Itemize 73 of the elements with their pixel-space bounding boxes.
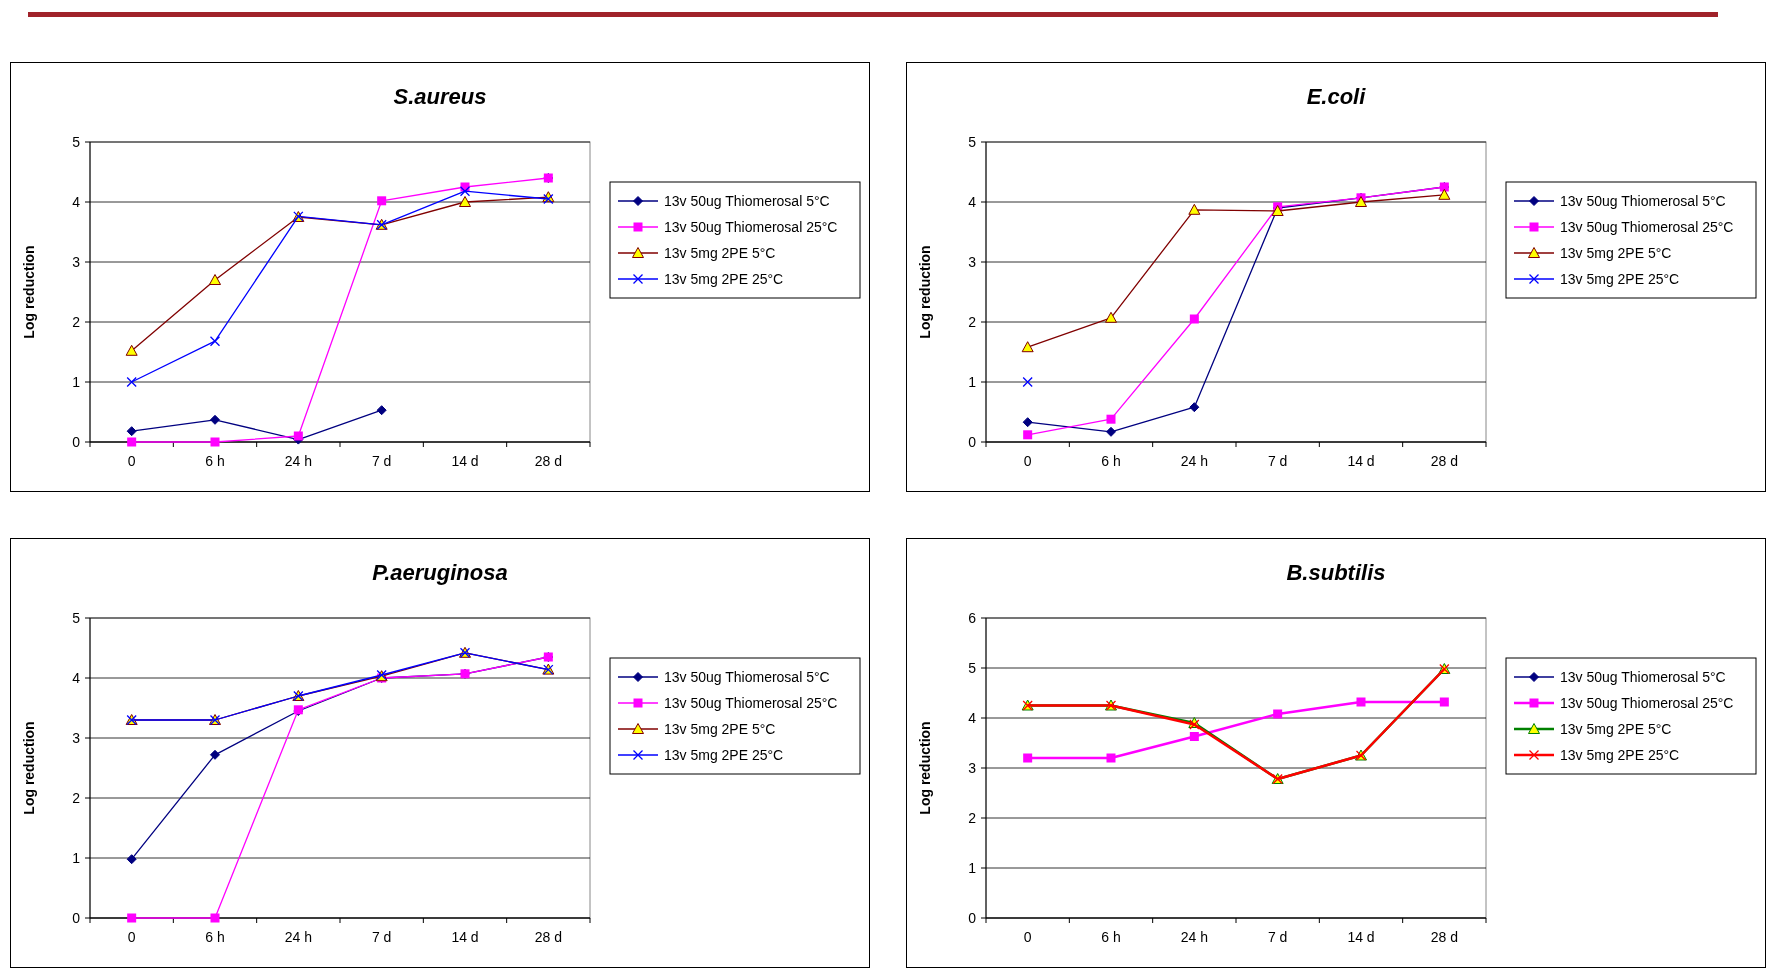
x-tick-label: 14 d [451, 929, 479, 945]
y-tick-label: 4 [968, 193, 977, 210]
legend-label: 13v 50ug Thiomerosal 25°C [1560, 694, 1734, 711]
x-tick-label: 7 d [1267, 453, 1288, 469]
y-tick-label: 0 [72, 909, 81, 926]
chart-title: B.subtilis [1286, 560, 1386, 585]
y-tick-label: 1 [72, 849, 81, 866]
y-tick-label: 3 [968, 759, 977, 776]
legend-label: 13v 5mg 2PE 5°C [664, 244, 776, 261]
x-tick-label: 6 h [205, 453, 225, 469]
chart-title: S.aureus [393, 84, 487, 109]
y-tick-label: 1 [968, 859, 977, 876]
x-tick-label: 7 d [371, 929, 392, 945]
legend-label: 13v 5mg 2PE 25°C [1560, 270, 1680, 287]
legend-label: 13v 5mg 2PE 25°C [664, 746, 784, 763]
y-tick-label: 6 [968, 609, 977, 626]
x-tick-label: 24 h [284, 453, 312, 469]
y-tick-label: 4 [968, 709, 977, 726]
legend-label: 13v 50ug Thiomerosal 5°C [1560, 668, 1726, 685]
y-tick-label: 1 [968, 373, 977, 390]
y-tick-label: 4 [72, 669, 81, 686]
chart-title: E.coli [1306, 84, 1367, 109]
y-axis-title: Log reduction [917, 245, 933, 339]
y-tick-label: 0 [72, 433, 81, 450]
x-tick-label: 14 d [451, 453, 479, 469]
y-tick-label: 3 [968, 253, 977, 270]
legend-label: 13v 5mg 2PE 5°C [1560, 244, 1672, 261]
x-tick-label: 0 [127, 929, 136, 945]
x-tick-label: 14 d [1347, 929, 1375, 945]
y-tick-label: 5 [968, 659, 977, 676]
x-tick-label: 6 h [1101, 929, 1121, 945]
x-tick-label: 28 d [1430, 929, 1458, 945]
y-tick-label: 0 [968, 909, 977, 926]
y-axis-title: Log reduction [21, 721, 37, 815]
legend-label: 13v 5mg 2PE 25°C [1560, 746, 1680, 763]
x-tick-label: 24 h [1180, 453, 1208, 469]
y-tick-label: 4 [72, 193, 81, 210]
x-tick-label: 28 d [1430, 453, 1458, 469]
y-tick-label: 2 [72, 313, 81, 330]
x-tick-label: 28 d [534, 453, 562, 469]
y-tick-label: 0 [968, 433, 977, 450]
legend-label: 13v 50ug Thiomerosal 5°C [1560, 192, 1726, 209]
legend-label: 13v 5mg 2PE 25°C [664, 270, 784, 287]
y-tick-label: 5 [72, 133, 81, 150]
y-tick-label: 1 [72, 373, 81, 390]
x-tick-label: 0 [1023, 929, 1032, 945]
y-tick-label: 2 [968, 809, 977, 826]
x-tick-label: 7 d [371, 453, 392, 469]
y-axis-title: Log reduction [917, 721, 933, 815]
legend-label: 13v 5mg 2PE 5°C [1560, 720, 1672, 737]
x-tick-label: 7 d [1267, 929, 1288, 945]
y-tick-label: 2 [968, 313, 977, 330]
x-tick-label: 24 h [1180, 929, 1208, 945]
legend-label: 13v 50ug Thiomerosal 25°C [1560, 218, 1734, 235]
legend-label: 13v 50ug Thiomerosal 5°C [664, 192, 830, 209]
x-tick-label: 0 [1023, 453, 1032, 469]
y-tick-label: 3 [72, 253, 81, 270]
y-tick-label: 5 [968, 133, 977, 150]
x-tick-label: 0 [127, 453, 136, 469]
y-tick-label: 3 [72, 729, 81, 746]
x-tick-label: 28 d [534, 929, 562, 945]
y-tick-label: 2 [72, 789, 81, 806]
x-tick-label: 24 h [284, 929, 312, 945]
chart-title: P.aeruginosa [372, 560, 508, 585]
x-tick-label: 6 h [205, 929, 225, 945]
x-tick-label: 14 d [1347, 453, 1375, 469]
x-tick-label: 6 h [1101, 453, 1121, 469]
y-axis-title: Log reduction [21, 245, 37, 339]
legend-label: 13v 50ug Thiomerosal 25°C [664, 694, 838, 711]
legend-label: 13v 50ug Thiomerosal 25°C [664, 218, 838, 235]
legend-label: 13v 50ug Thiomerosal 5°C [664, 668, 830, 685]
y-tick-label: 5 [72, 609, 81, 626]
legend-label: 13v 5mg 2PE 5°C [664, 720, 776, 737]
